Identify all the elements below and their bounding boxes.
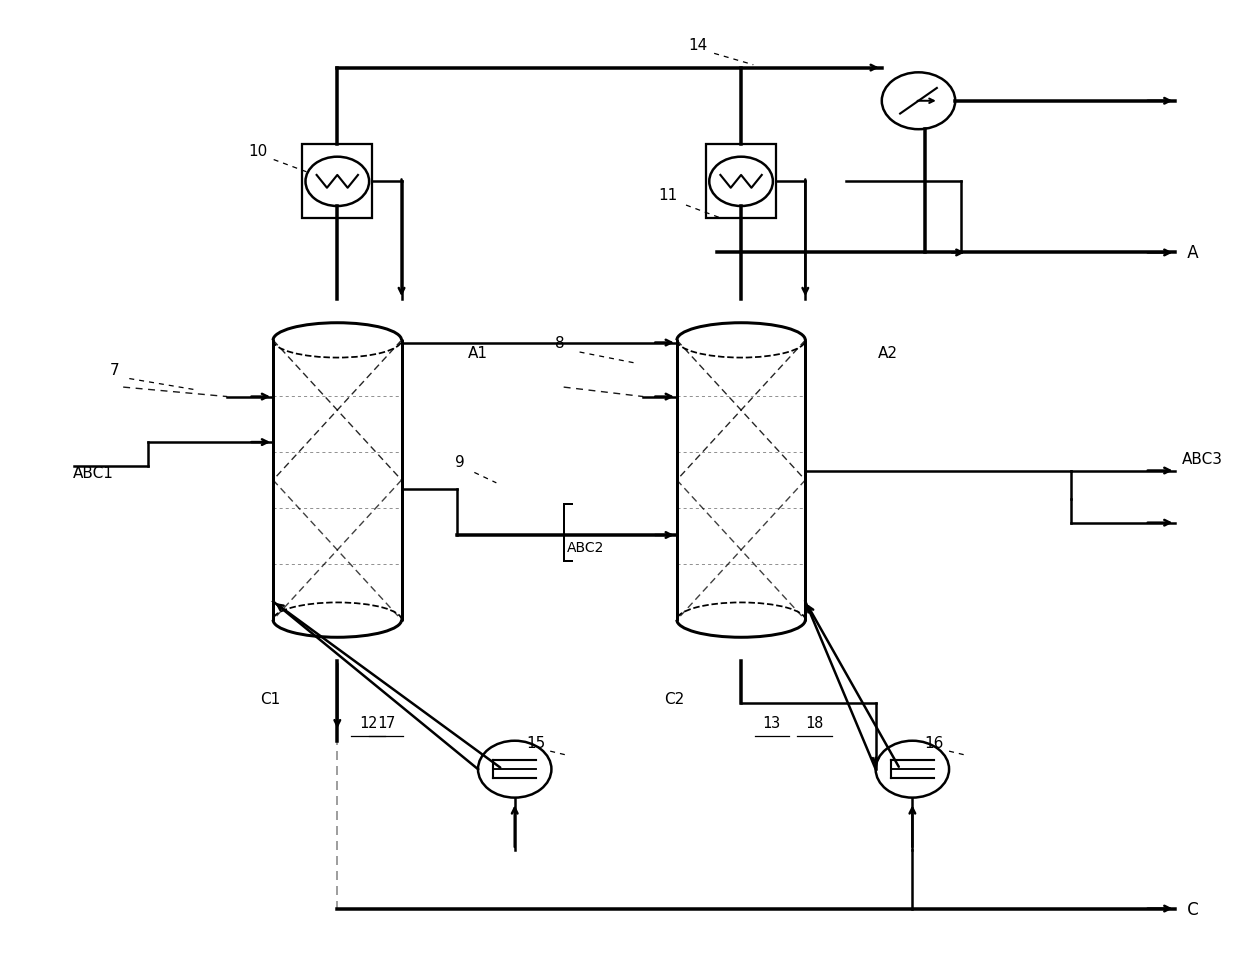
Text: 11: 11: [658, 188, 677, 203]
Text: 8: 8: [556, 336, 564, 351]
Text: A: A: [1182, 244, 1198, 262]
Text: 12: 12: [358, 715, 377, 730]
Text: ABC3: ABC3: [1182, 452, 1223, 466]
Text: ABC1: ABC1: [73, 466, 114, 480]
Text: ABC2: ABC2: [568, 540, 605, 554]
Text: C2: C2: [663, 691, 684, 706]
Text: 13: 13: [763, 715, 781, 730]
Text: 10: 10: [248, 143, 268, 159]
Text: 7: 7: [110, 362, 119, 378]
Bar: [706, 145, 776, 219]
Text: A1: A1: [467, 345, 489, 360]
Text: 16: 16: [925, 735, 944, 751]
Text: 15: 15: [526, 735, 546, 751]
Bar: [303, 145, 372, 219]
Text: C1: C1: [260, 691, 280, 706]
Text: 17: 17: [377, 715, 396, 730]
Text: 14: 14: [688, 37, 708, 53]
Text: C: C: [1182, 899, 1198, 918]
Text: A2: A2: [878, 345, 898, 360]
Text: 9: 9: [455, 455, 465, 469]
Text: 18: 18: [805, 715, 823, 730]
